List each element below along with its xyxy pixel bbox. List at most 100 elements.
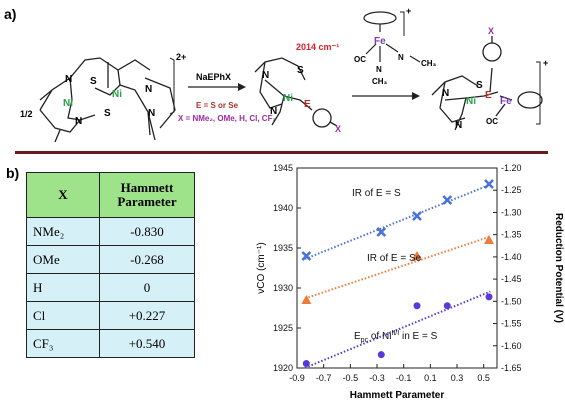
- column-header-hammett: Hammett Parameter: [99, 172, 195, 218]
- section-divider: [15, 151, 548, 154]
- x-tick-label: -0.7: [316, 373, 332, 383]
- plot-frame: [296, 167, 498, 369]
- substituent-cell: H: [26, 273, 100, 302]
- ni-atom: Ni: [112, 89, 122, 100]
- table-row: NMe₂ -0.830: [26, 217, 195, 246]
- x-substituent: X: [335, 124, 341, 134]
- hammett-value-cell: 0: [99, 273, 195, 302]
- series-label-epc: Epc of NiII/I in E = S: [354, 330, 438, 344]
- table-row: CF₃ +0.540: [26, 329, 195, 358]
- n-atom: N: [262, 70, 269, 81]
- y2-axis-label: Reduction Potential (V): [553, 213, 564, 323]
- substituent-cell: NMe₂: [26, 217, 100, 246]
- y2-tick-label: -1.30: [501, 207, 522, 217]
- y2-tick-label: -1.40: [501, 252, 522, 262]
- reagent-label: NaEPhX: [196, 72, 231, 82]
- y2-tick-label: -1.55: [501, 319, 522, 329]
- nickel-thiolate-structure: [254, 57, 338, 128]
- fe-atom: Fe: [374, 36, 386, 47]
- x-tick-label: -0.1: [396, 373, 412, 383]
- x-tick-label: 0.5: [477, 373, 490, 383]
- hammett-table: X Hammett Parameter NMe₂ -0.830 OMe -0.2…: [26, 172, 195, 358]
- e-definition: E = S or Se: [196, 101, 239, 110]
- e-atom: E: [485, 90, 492, 101]
- y2-tick-label: -1.65: [501, 363, 522, 373]
- hammett-value-cell: -0.268: [99, 245, 195, 274]
- data-point-triangle: [484, 235, 494, 244]
- e-atom: E: [304, 99, 311, 110]
- y-axis-label: νCO (cm⁻¹): [256, 242, 267, 293]
- x-axis-label: Hammett Parameter: [350, 390, 445, 401]
- data-point-x: [484, 179, 494, 189]
- substituent-cell: OMe: [26, 245, 100, 274]
- data-point-x: [301, 251, 312, 261]
- data-point-triangle: [301, 295, 312, 304]
- y-tick-label: 1935: [273, 243, 293, 253]
- panel-label-a: a): [4, 6, 17, 22]
- panel-label-b: b): [6, 165, 20, 181]
- charge-plus: +: [543, 58, 548, 68]
- fe-atom: Fe: [500, 96, 512, 107]
- nickel-dimer-structure: [39, 57, 176, 143]
- data-point-x: [442, 195, 453, 205]
- x-tick-label: 0.1: [424, 373, 437, 383]
- data-point-x: [376, 227, 387, 237]
- n-atom: N: [376, 65, 382, 74]
- n-atom: N: [270, 106, 277, 117]
- y-tick-label: 1920: [273, 363, 293, 373]
- y2-tick-label: -1.45: [501, 274, 522, 284]
- hammett-value-cell: +0.540: [99, 329, 195, 358]
- data-point-circle: [377, 351, 385, 359]
- table-header-row: X Hammett Parameter: [26, 172, 195, 218]
- data-point-x: [412, 211, 422, 221]
- hammett-value-cell: -0.830: [99, 217, 195, 246]
- x-substituent: X: [488, 26, 494, 36]
- fe-ni-product-structure: [431, 36, 543, 131]
- y-tick-label: 1930: [273, 283, 293, 293]
- co-ligand: OC: [354, 55, 366, 64]
- hammett-value-cell: +0.227: [99, 301, 195, 330]
- ch3-group: CH₃: [372, 77, 388, 86]
- y-tick-label: 1925: [273, 323, 293, 333]
- s-atom: S: [104, 108, 111, 119]
- n-atom: N: [455, 120, 462, 131]
- y2-tick-label: -1.50: [501, 296, 522, 306]
- table-row: H 0: [26, 273, 195, 302]
- data-point-circle: [302, 360, 310, 368]
- s-atom: S: [297, 65, 304, 76]
- ni-atom: Ni: [466, 96, 476, 107]
- n-atom: N: [148, 108, 155, 119]
- y2-tick-label: -1.25: [501, 185, 522, 195]
- n-atom: N: [145, 84, 152, 95]
- wavenumber-label: 2014 cm⁻¹: [296, 42, 339, 52]
- charge-plus: +: [406, 6, 411, 16]
- y2-tick-label: -1.60: [501, 341, 522, 351]
- n-atom: N: [75, 116, 82, 127]
- series-label-s: IR of E = S: [352, 188, 401, 199]
- series-label-se: IR of E = Se: [367, 253, 422, 264]
- x-tick-label: -0.9: [289, 373, 305, 383]
- fe-reagent-structure: [363, 11, 421, 63]
- x-tick-label: -0.5: [343, 373, 359, 383]
- substituent-cell: CF₃: [26, 329, 100, 358]
- hammett-plot: -0.9 -0.7 -0.5 -0.3 -0.1 0.1 0.3 0.5 1920 1925 193…: [256, 163, 564, 401]
- x-definition: X = NMe₂, OMe, H, Cl, CF₃: [178, 114, 276, 123]
- x-tick-label: -0.3: [369, 373, 385, 383]
- n-atom: N: [65, 74, 72, 85]
- y-tick-label: 1945: [273, 163, 293, 173]
- data-point-triangle: [412, 251, 422, 260]
- data-point-circle: [443, 302, 451, 310]
- x-tick-label: 0.3: [451, 373, 464, 383]
- s-atom: S: [476, 80, 483, 91]
- n-atom: N: [398, 53, 404, 62]
- half-coefficient: 1/2: [20, 109, 33, 119]
- ni-atom: Ni: [283, 93, 293, 104]
- y2-tick-label: -1.35: [501, 230, 522, 240]
- charge-2plus: 2+: [176, 52, 186, 62]
- y-tick-label: 1940: [273, 203, 293, 213]
- table-row: OMe -0.268: [26, 245, 195, 274]
- table-row: Cl +0.227: [26, 301, 195, 330]
- substituent-cell: Cl: [26, 301, 100, 330]
- y2-tick-label: -1.20: [501, 163, 522, 173]
- co-ligand: OC: [486, 117, 498, 126]
